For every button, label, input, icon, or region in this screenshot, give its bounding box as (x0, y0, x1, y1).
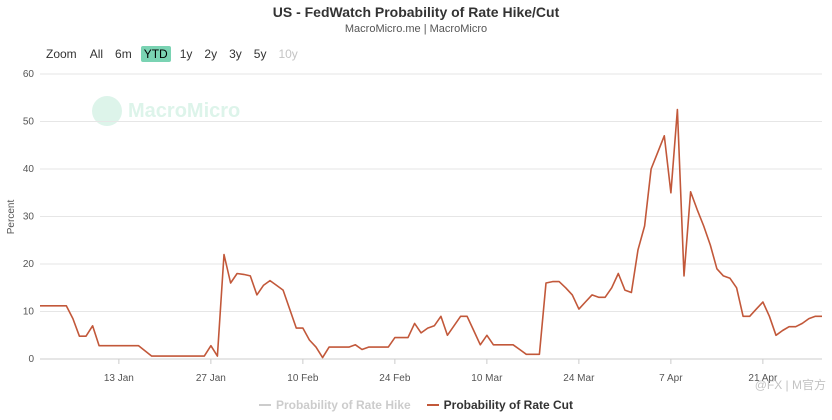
watermark-text: MacroMicro (128, 99, 241, 122)
chart-subtitle: MacroMicro.me | MacroMicro (344, 23, 488, 35)
x-axis-ticks: 13 Jan 27 Jan 10 Feb 24 Feb 10 Mar 24 Mar 7 Ap… (104, 359, 778, 384)
range-button-all[interactable]: All (89, 47, 104, 61)
legend-label-cut: Probability of Rate Cut (443, 398, 574, 412)
corner-watermark: @FX | M官方 (754, 378, 826, 392)
series-line-rate-cut[interactable] (40, 108, 822, 359)
chart-title: US - FedWatch Probability of Rate Hike/C… (272, 4, 560, 20)
x-tick-label: 24 Mar (563, 373, 595, 384)
x-tick-label: 24 Feb (379, 373, 411, 384)
x-tick-label: 7 Apr (659, 373, 683, 384)
y-axis-ticks: 0 10 20 30 40 50 60 (23, 69, 35, 365)
legend: Probability of Rate Hike Probability of … (0, 398, 832, 412)
range-button-2y[interactable]: 2y (204, 47, 218, 61)
y-axis-label: Percent (6, 200, 17, 235)
legend-swatch-hike (258, 404, 271, 406)
range-button-10y: 10y (278, 47, 298, 61)
range-selector: Zoom All 6m YTD 1y 2y 3y 5y 10y (46, 46, 307, 62)
x-tick-label: 27 Jan (196, 373, 226, 384)
y-tick-label: 50 (23, 117, 35, 128)
y-tick-label: 30 (23, 212, 35, 223)
range-button-3y[interactable]: 3y (229, 47, 242, 61)
range-button-1y[interactable]: 1y (179, 47, 193, 61)
x-tick-label: 10 Feb (287, 373, 319, 384)
y-tick-label: 0 (28, 354, 34, 365)
legend-item-rate-cut[interactable]: Probability of Rate Cut (426, 398, 574, 412)
legend-label-hike: Probability of Rate Hike (275, 398, 411, 412)
x-tick-label: 10 Mar (471, 373, 503, 384)
x-tick-label: 13 Jan (104, 373, 134, 384)
y-tick-label: 40 (23, 164, 35, 175)
x-tick-label: 21 Apr (748, 373, 778, 384)
grid-lines (40, 73, 822, 360)
series-lines (40, 108, 822, 359)
legend-item-rate-hike[interactable]: Probability of Rate Hike (258, 398, 411, 412)
zoom-label: Zoom (46, 47, 77, 61)
y-tick-label: 10 (23, 307, 35, 318)
y-tick-label: 60 (23, 69, 35, 80)
range-button-ytd[interactable]: YTD (140, 46, 171, 62)
range-button-5y[interactable]: 5y (253, 47, 267, 61)
range-button-6m[interactable]: 6m (115, 47, 132, 61)
legend-swatch-cut (426, 404, 439, 406)
y-tick-label: 20 (23, 259, 35, 270)
